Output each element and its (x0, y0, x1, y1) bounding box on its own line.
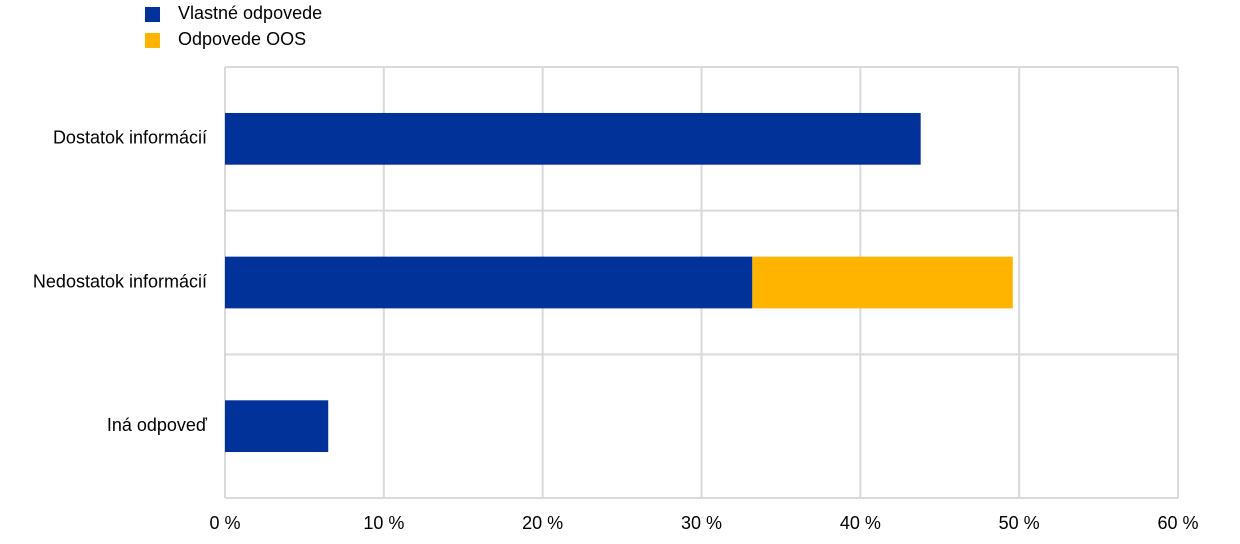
x-tick-label: 20 % (522, 513, 563, 533)
x-tick-label: 30 % (681, 513, 722, 533)
x-tick-label: 40 % (840, 513, 881, 533)
legend-label: Vlastné odpovede (178, 3, 322, 23)
bar (225, 112, 921, 165)
x-tick-label: 60 % (1157, 513, 1198, 533)
legend-swatch (145, 7, 160, 22)
bar (225, 256, 753, 309)
y-tick-label: Iná odpoveď (107, 415, 208, 435)
x-tick-label: 0 % (209, 513, 240, 533)
x-tick-label: 10 % (363, 513, 404, 533)
y-tick-label: Nedostatok informácií (33, 271, 207, 291)
legend-label: Odpovede OOS (178, 29, 306, 49)
legend-swatch (145, 33, 160, 48)
bar (752, 256, 1013, 309)
y-tick-label: Dostatok informácií (53, 128, 207, 148)
x-tick-label: 50 % (999, 513, 1040, 533)
bar (225, 400, 329, 453)
